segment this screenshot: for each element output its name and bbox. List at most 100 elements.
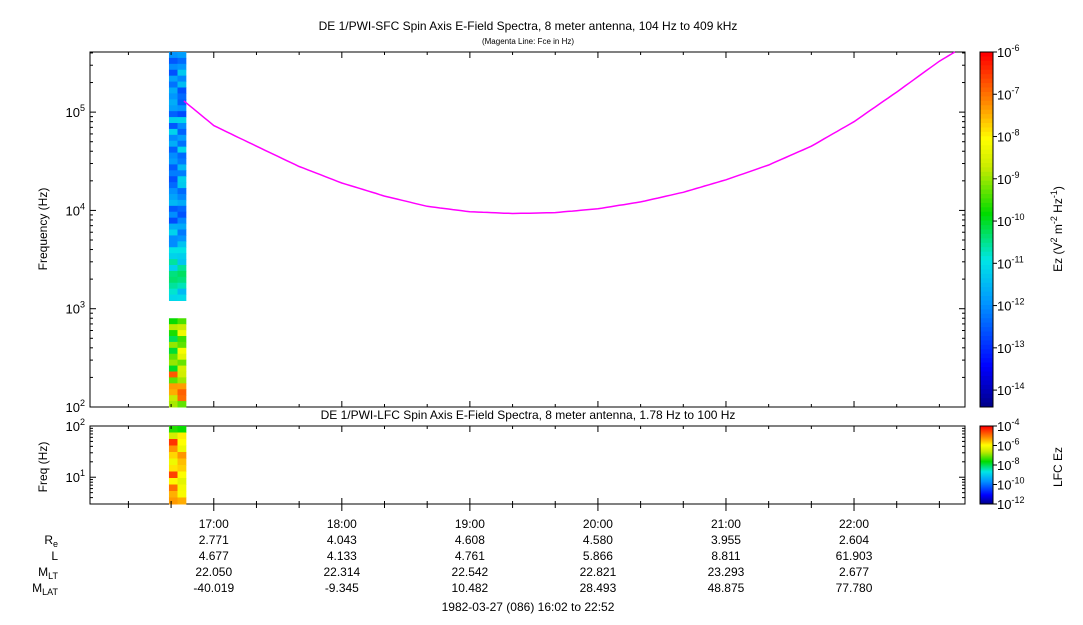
lfc-spectrogram-cell [177, 497, 187, 505]
colorbar-segment [980, 471, 993, 474]
colorbar-tick-label: 10-11 [997, 254, 1024, 271]
colorbar-segment [980, 479, 993, 482]
colorbar-segment [980, 74, 993, 80]
spectrogram-cell [168, 276, 178, 284]
spectrogram-cell [177, 176, 187, 183]
spectrogram-cell [168, 52, 178, 59]
spectrogram-cell [177, 158, 187, 165]
colorbar-segment [980, 428, 993, 431]
colorbar-segment [980, 454, 993, 456]
spectrogram-cell [177, 324, 187, 331]
colorbar-segment [980, 384, 993, 390]
lfc-spectrogram-cell [168, 458, 178, 466]
spectrogram-cell [168, 105, 178, 112]
top-colorbar-label: Ez (V2 m-2 Hz-1) [1049, 186, 1065, 272]
spectrogram-cell [168, 152, 178, 159]
colorbar-segment [980, 497, 993, 499]
colorbar-segment [980, 449, 993, 451]
colorbar-segment [980, 56, 993, 62]
colorbar-segment [980, 167, 993, 173]
colorbar-segment [980, 309, 993, 315]
spectrogram-cell [168, 170, 178, 177]
colorbar-segment [980, 269, 993, 275]
colorbar-segment [980, 349, 993, 355]
colorbar-segment [980, 327, 993, 333]
colorbar-tick-label: 10-4 [997, 417, 1019, 434]
colorbar-tick-label: 10-14 [997, 381, 1024, 398]
colorbar-segment [980, 470, 993, 473]
colorbar-segment [980, 91, 993, 97]
colorbar-segment [980, 426, 993, 429]
colorbar-segment [980, 158, 993, 164]
colorbar-segment [980, 458, 993, 460]
spectrogram-cell [168, 265, 178, 272]
colorbar-segment [980, 491, 993, 493]
lfc-spectrogram-cell [177, 491, 187, 498]
colorbar-segment [980, 484, 993, 486]
spectrogram-cell [177, 111, 187, 118]
colorbar-tick-label: 10-8 [997, 128, 1019, 145]
colorbar-tick-label: 10-9 [997, 170, 1019, 187]
colorbar-segment [980, 300, 993, 306]
spectrogram-cell [168, 81, 178, 88]
spectrogram-cell [168, 347, 178, 355]
lfc-spectrogram-cell [177, 432, 187, 440]
top-ytick-label: 103 [66, 300, 85, 317]
lfc-spectrogram-cell [177, 452, 187, 459]
spectrogram-cell [168, 241, 178, 248]
colorbar-segment [980, 432, 993, 435]
top-ytick-label: 102 [66, 398, 85, 415]
colorbar-segment [980, 485, 993, 487]
spectrogram-cell [177, 134, 187, 142]
colorbar-segment [980, 52, 993, 57]
colorbar-segment [980, 501, 993, 503]
colorbar-segment [980, 123, 993, 128]
colorbar-segment [980, 495, 993, 497]
colorbar-segment [980, 494, 993, 496]
colorbar-segment [980, 380, 993, 386]
colorbar-segment [980, 493, 993, 495]
spectrogram-cell [168, 259, 178, 266]
colorbar-segment [980, 440, 993, 443]
colorbar-segment [980, 447, 993, 449]
spectrogram-cell [168, 99, 178, 106]
lfc-spectrogram-cell [168, 426, 178, 433]
spectrogram-cell [168, 389, 178, 396]
spectrogram-cell [168, 194, 178, 201]
colorbar-segment [980, 171, 993, 177]
ephemeris-value: 4.043 [327, 533, 357, 547]
lfc-spectrogram-cell [177, 445, 187, 453]
colorbar-segment [980, 318, 993, 324]
spectrogram-cell [177, 128, 187, 136]
colorbar-segment [980, 402, 993, 408]
top-ytick-label: 104 [66, 201, 85, 218]
colorbar-segment [980, 496, 993, 498]
colorbar-segment [980, 353, 993, 359]
colorbar-segment [980, 247, 993, 253]
colorbar-segment [980, 499, 993, 501]
spectrogram-cell [168, 158, 178, 165]
x-tick-label: 17:00 [199, 517, 229, 531]
spectrogram-cell [168, 57, 178, 65]
colorbar-segment [980, 481, 993, 484]
spectrogram-cell [168, 87, 178, 94]
colorbar-segment [980, 127, 993, 133]
colorbar-segment [980, 465, 993, 467]
colorbar-segment [980, 477, 993, 480]
spectrogram-cell [177, 401, 187, 408]
colorbar-segment [980, 114, 993, 120]
lfc-spectrogram-cell [168, 452, 178, 459]
colorbar-segment [980, 367, 993, 372]
colorbar-segment [980, 140, 993, 146]
spectrogram-cell [168, 247, 178, 254]
lfc-spectrogram-cell [168, 478, 178, 485]
spectrogram-cell [177, 247, 187, 254]
spectrogram-cell [177, 217, 187, 225]
colorbar-segment [980, 282, 993, 288]
spectrogram-cell [168, 223, 178, 230]
lfc-spectrogram-cell [177, 465, 187, 472]
colorbar-segment [980, 436, 993, 439]
colorbar-segment [980, 490, 993, 492]
spectrogram-cell [168, 330, 178, 337]
